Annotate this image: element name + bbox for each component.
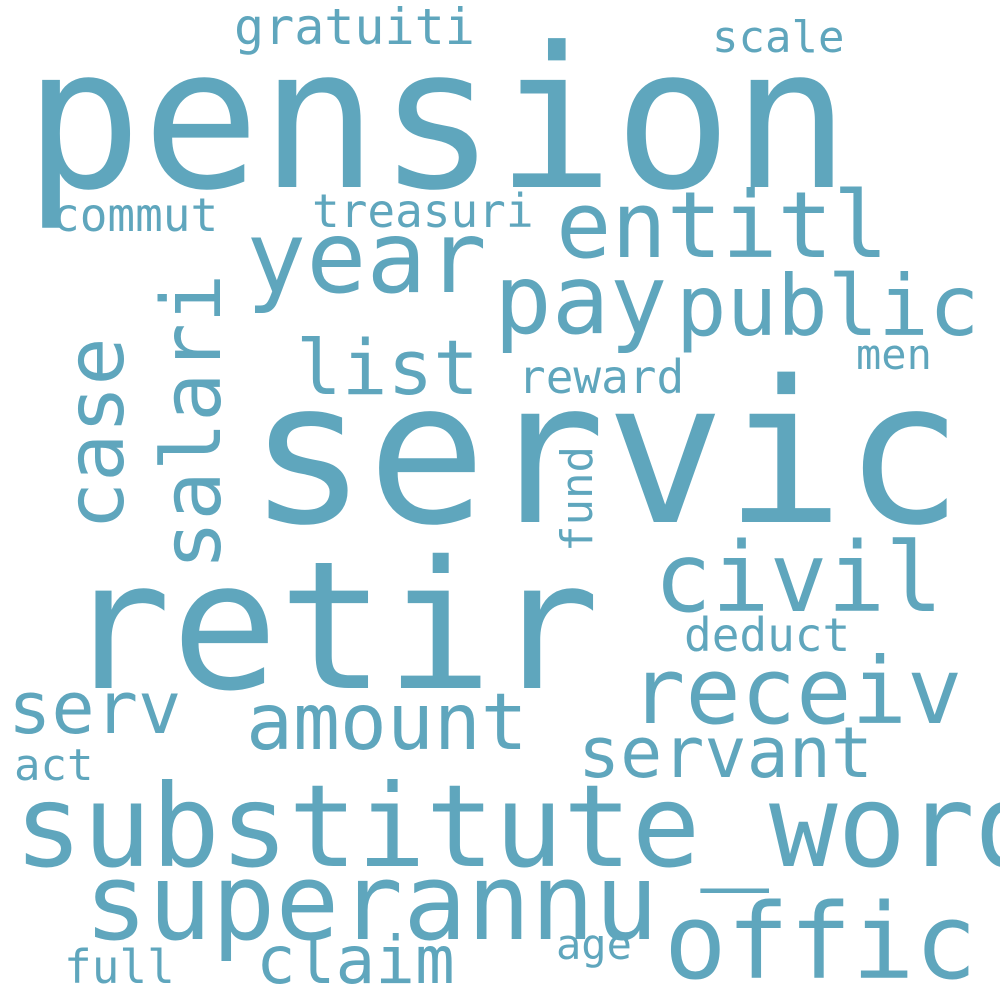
word-treasuri: treasuri [312,184,534,238]
word-pension: pension [24,6,851,234]
word-servant: servant [578,712,874,794]
word-commut: commut [52,188,219,242]
word-claim: claim [256,922,455,999]
word-full: full [64,940,175,994]
word-substitute-word: substitute_word [14,760,1000,893]
word-list: list [296,323,480,412]
word-salari: salari [145,273,240,570]
word-men: men [856,330,932,379]
word-reward: reward [518,350,685,404]
word-pay: pay [494,244,668,356]
word-fund: fund [552,446,603,552]
word-public: public [676,257,980,355]
word-deduct: deduct [684,608,851,662]
word-case: case [49,337,142,530]
word-serv: serv [8,666,182,750]
word-amount: amount [246,678,528,768]
word-civil: civil [654,522,943,634]
word-receiv: receiv [630,638,963,745]
word-gratuiti: gratuiti [234,0,475,56]
word-offic: offic [664,881,978,1000]
word-entitl: entitl [556,172,889,279]
word-year: year [246,199,487,316]
word-scale: scale [712,12,845,63]
word-servic: servic [248,338,964,569]
word-age: age [556,920,632,969]
word-superannu: superannu [84,841,659,964]
word-retir: retir [64,523,600,730]
word-act: act [14,740,94,791]
